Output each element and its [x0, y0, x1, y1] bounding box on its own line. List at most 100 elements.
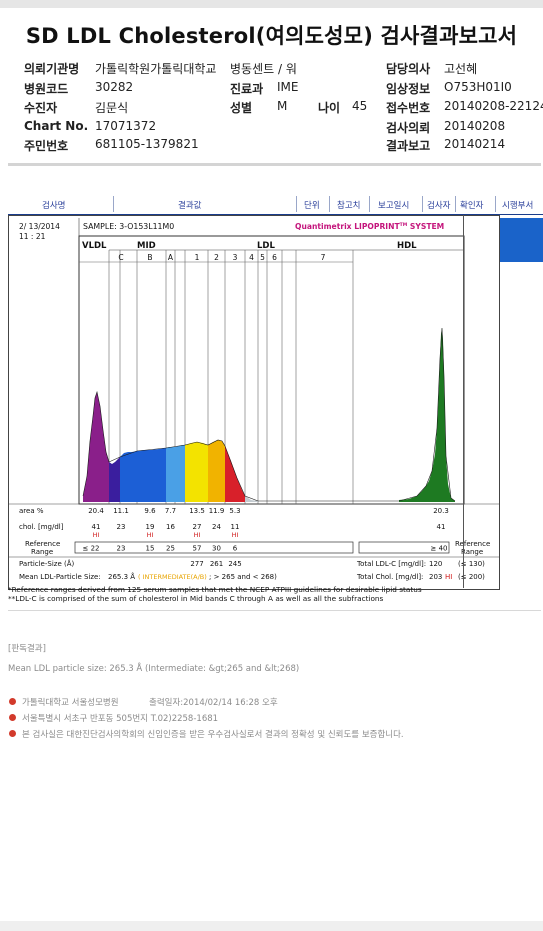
col-unit: 단위: [304, 201, 320, 211]
sex-value: M: [277, 99, 288, 113]
receipt-no-value: 20140208-22124: [444, 99, 543, 113]
mean-ldl-value: 265.3 Å: [108, 572, 135, 581]
receipt-no-label: 접수번호: [386, 101, 431, 115]
interpretation-heading: [판독결과]: [8, 644, 46, 654]
lipoprint-date: 2/ 13/2014: [19, 222, 60, 231]
area-value: 13.5: [189, 507, 205, 515]
col-separator: [495, 196, 496, 212]
area-value: 11.9: [209, 507, 225, 515]
lipoprint-svg: .t{font-family:"DejaVu Sans",sans-serif;…: [9, 218, 499, 581]
area-label: area %: [19, 507, 44, 515]
group-ldl-label: LDL: [257, 241, 275, 251]
col-separator: [369, 196, 370, 212]
band-label: 1: [195, 253, 200, 262]
band-label: 7: [321, 253, 326, 262]
electrophoresis-curve: [82, 327, 456, 502]
age-label: 나이: [318, 101, 341, 115]
ref-value: 15: [146, 545, 155, 553]
resident-id-value: 681105-1379821: [95, 137, 199, 151]
group-hdl-label: HDL: [397, 241, 417, 251]
hi-flags: HI HI HI HI: [93, 531, 239, 539]
col-tester: 검사자: [427, 201, 451, 211]
area-value: 20.3: [433, 507, 449, 515]
mean-ldl-label: Mean LDL-Particle Size:: [19, 573, 101, 581]
dept-label: 진료과: [230, 82, 264, 96]
col-separator: [455, 196, 456, 212]
hospital-code-value: 30282: [95, 80, 134, 94]
chol-value: 24: [212, 523, 221, 531]
ref-value: 30: [212, 545, 221, 553]
ref-value: ≥ 40: [431, 545, 448, 553]
ref-label-2: Range: [31, 548, 53, 556]
group-vldl-label: VLDL: [82, 241, 107, 251]
clinical-info-value: O753H01I0: [444, 80, 512, 94]
mid-b-area: [120, 451, 137, 502]
particle-size-value: 245: [228, 560, 241, 568]
band-label: A: [168, 253, 174, 262]
ref-range-box-left: [74, 541, 354, 554]
col-separator: [329, 196, 330, 212]
total-ldl-value: 120: [429, 560, 442, 568]
hospital-address: 서울특별시 서초구 반포동 505번지 T.02)2258-1681: [22, 714, 219, 724]
top-bar: [0, 0, 543, 8]
col-separator: [113, 196, 114, 212]
note-line-1: *Reference ranges derived from 125 serum…: [8, 585, 422, 594]
vldl-peak-area: [83, 392, 109, 502]
hi-flag: HI: [194, 531, 201, 539]
mid-a-area-2: [175, 445, 185, 502]
hi-flag: HI: [147, 531, 154, 539]
particle-size-value: 277: [190, 560, 203, 568]
hi-flag: HI: [93, 531, 100, 539]
col-department: 시행부서: [502, 201, 534, 211]
patient-label: 수진자: [24, 101, 58, 115]
report-title: SD LDL Cholesterol(여의도성모) 검사결과보고서: [25, 24, 518, 48]
col-separator: [296, 196, 297, 212]
doctor-label: 담당의사: [386, 62, 431, 76]
institution-value: 가톨릭학원가톨릭대학교: [95, 62, 217, 76]
ref-value: ≤ 22: [83, 545, 100, 553]
total-chol-value: 203: [429, 573, 442, 581]
col-verifier: 확인자: [460, 201, 484, 211]
col-report-date: 보고일시: [378, 201, 410, 211]
result-date-label: 결과보고: [386, 139, 431, 153]
area-value: 11.1: [113, 507, 129, 515]
chol-value: 41: [437, 523, 446, 531]
band-label: B: [147, 253, 152, 262]
department-color-cell: [500, 218, 543, 262]
bullet-icon: [9, 698, 16, 705]
chol-value: 19: [146, 523, 155, 531]
chol-value: 16: [166, 523, 175, 531]
hi-flag: HI: [232, 531, 239, 539]
hospital-name: 가톨릭대학교 서울성모병원: [22, 698, 119, 708]
results-table-header: 검사명 결과값 단위 참고치 보고일시 검사자 확인자 시행부서: [8, 194, 543, 215]
chol-value: 27: [193, 523, 202, 531]
mid-a-area: [166, 447, 175, 502]
lipoprint-sample: SAMPLE: 3-O153L11M0: [83, 222, 174, 231]
institution-label: 의뢰기관명: [24, 62, 80, 76]
mean-ldl-category: ( INTERMEDIATE(A/B): [138, 573, 207, 581]
band-label: 4: [249, 253, 254, 262]
col-reference: 참고치: [337, 201, 361, 211]
result-right-column: [463, 215, 499, 588]
ref-label-1: Reference: [25, 540, 60, 548]
bottom-bar: [0, 921, 543, 931]
hospital-code-label: 병원코드: [24, 82, 69, 96]
reference-notes: *Reference ranges derived from 125 serum…: [8, 585, 422, 603]
chol-value: 41: [92, 523, 101, 531]
total-ldl-label: Total LDL-C [mg/dl]:: [356, 560, 426, 568]
total-chol-ref: (≤ 200): [458, 573, 485, 581]
band-label: 5: [260, 253, 265, 262]
ward-label: 병동센트 / 워: [230, 62, 297, 76]
interpretation-text: Mean LDL particle size: 265.3 Å (Interme…: [8, 664, 300, 674]
chol-label: chol. [mg/dl]: [19, 523, 64, 531]
col-result: 결과값: [178, 201, 202, 211]
chol-value: 11: [231, 523, 240, 531]
brand-tm: TM: [400, 222, 408, 228]
group-mid-label: MID: [137, 241, 156, 251]
particle-size-label: Particle-Size (Å): [19, 559, 75, 568]
ref-values: ≤ 22 23 15 25 57 30 6 ≥ 40: [83, 545, 448, 553]
col-separator: [422, 196, 423, 212]
result-date-value: 20140214: [444, 137, 506, 151]
area-values: 20.4 11.1 9.6 7.7 13.5 11.9 5.3 20.3: [88, 507, 449, 515]
